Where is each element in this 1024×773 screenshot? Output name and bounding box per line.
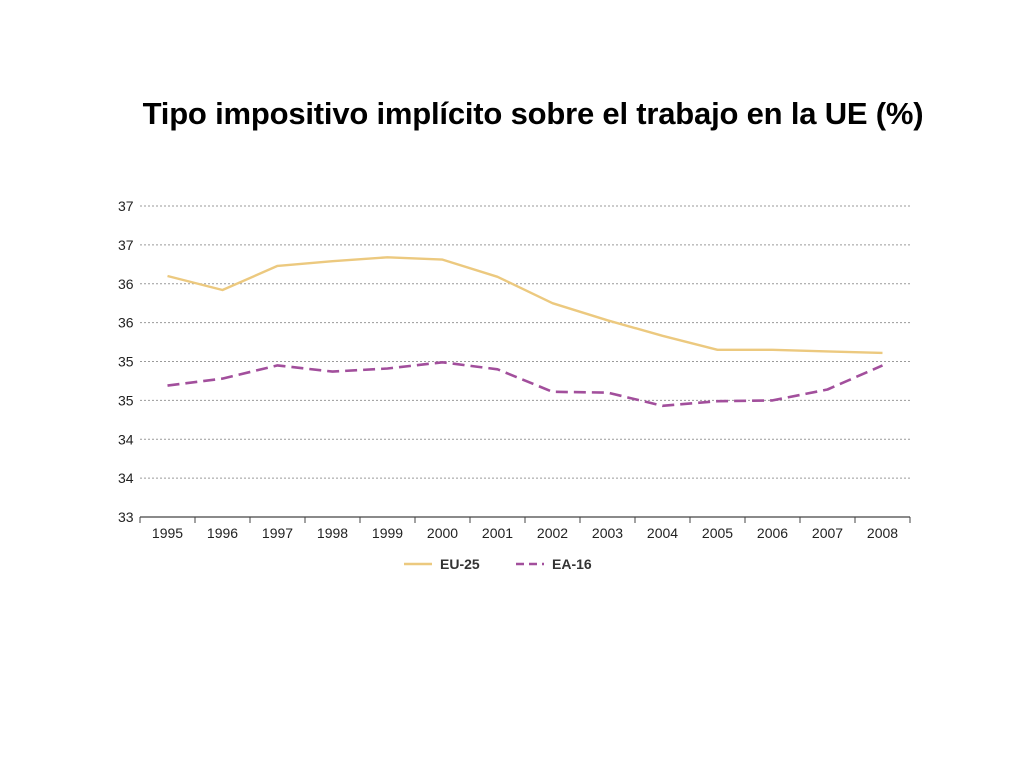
- x-tick-label: 2003: [592, 525, 623, 541]
- y-tick-label: 37: [118, 198, 134, 214]
- x-tick-label: 2001: [482, 525, 513, 541]
- y-tick-label: 35: [118, 354, 134, 370]
- x-tick-label: 2004: [647, 525, 678, 541]
- series-line-ea-16: [167, 360, 884, 408]
- legend-label-ea-16: EA-16: [552, 556, 592, 572]
- x-tick-label: 2007: [812, 525, 843, 541]
- x-tick-label: 1995: [152, 525, 183, 541]
- x-tick-label: 2005: [702, 525, 733, 541]
- y-tick-label: 36: [118, 315, 134, 331]
- y-tick-label: 37: [118, 237, 134, 253]
- legend-label-eu-25: EU-25: [440, 556, 480, 572]
- legend: EU-25 EA-16: [404, 556, 592, 572]
- gridlines: [140, 205, 910, 479]
- x-tick-label: 2006: [757, 525, 788, 541]
- x-tick-label: 1996: [207, 525, 238, 541]
- y-tick-label: 34: [118, 431, 134, 447]
- x-tick-label: 1999: [372, 525, 403, 541]
- x-tick-label: 1998: [317, 525, 348, 541]
- series-line-eu-25: [167, 256, 883, 355]
- x-axis-ticks: 1995 1996 1997 1998 1999 2000 2001 2002 2003 2004…: [152, 525, 898, 541]
- y-tick-label: 36: [118, 276, 134, 292]
- x-tick-label: 1997: [262, 525, 293, 541]
- x-tick-label: 2008: [867, 525, 898, 541]
- y-tick-label: 34: [118, 470, 134, 486]
- x-tick-label: 2002: [537, 525, 568, 541]
- y-tick-label: 35: [118, 392, 134, 408]
- x-tick-label: 2000: [427, 525, 458, 541]
- y-axis-ticks: 33 34 34 35 35 36 36 37 37: [118, 198, 134, 525]
- slide-title: Tipo impositivo implícito sobre el traba…: [142, 96, 924, 131]
- x-axis: [139, 516, 911, 523]
- series-lines: [167, 256, 884, 408]
- y-tick-label: 33: [118, 509, 134, 525]
